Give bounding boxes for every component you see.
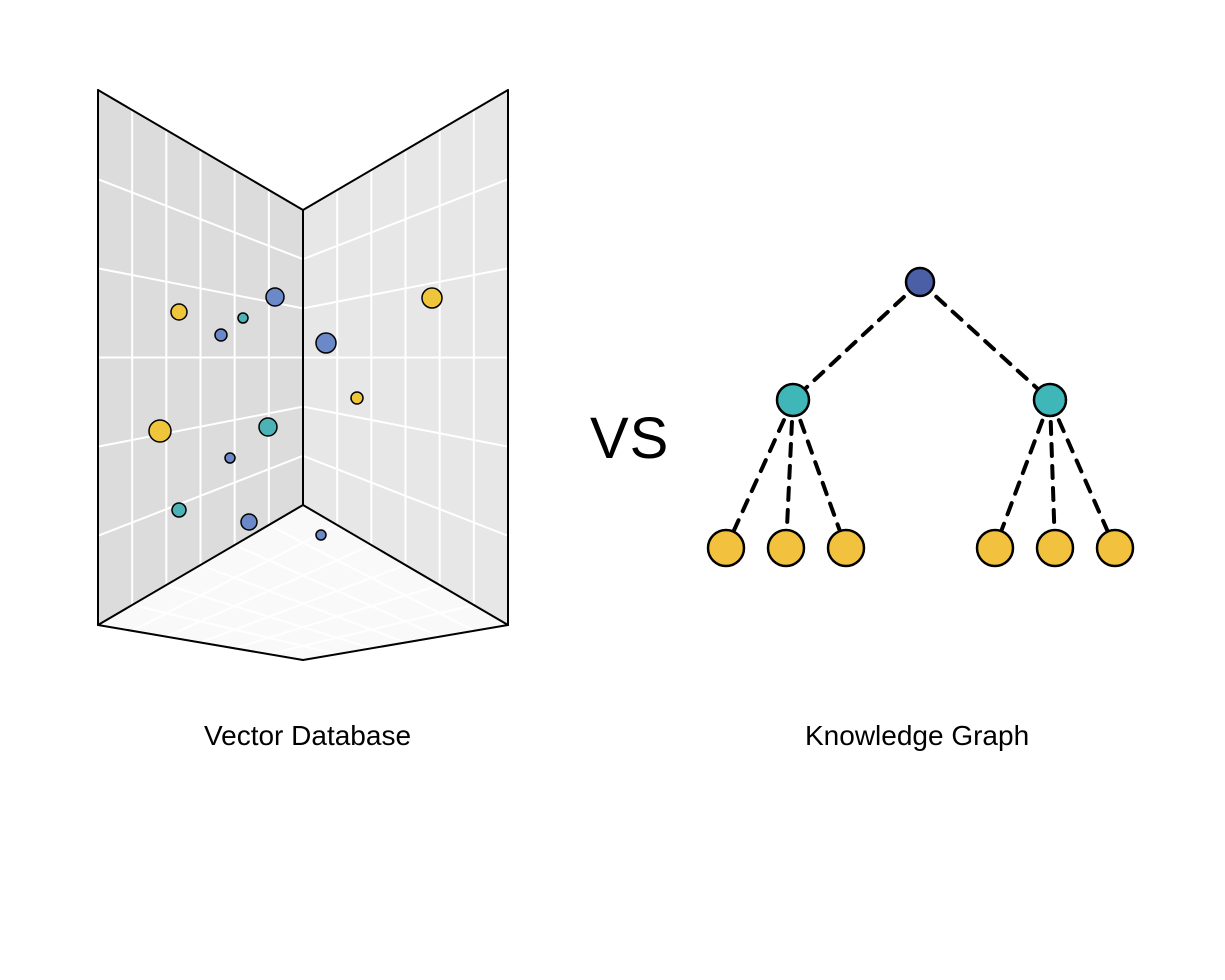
scene-svg [0,0,1225,980]
knowledge-graph-tree [708,268,1133,566]
right-caption: Knowledge Graph [805,720,1029,752]
diagram-container: VS Vector Database Knowledge Graph [0,0,1225,980]
left-caption: Vector Database [204,720,411,752]
vector-database-cube [98,90,508,660]
vs-label: VS [590,405,669,472]
